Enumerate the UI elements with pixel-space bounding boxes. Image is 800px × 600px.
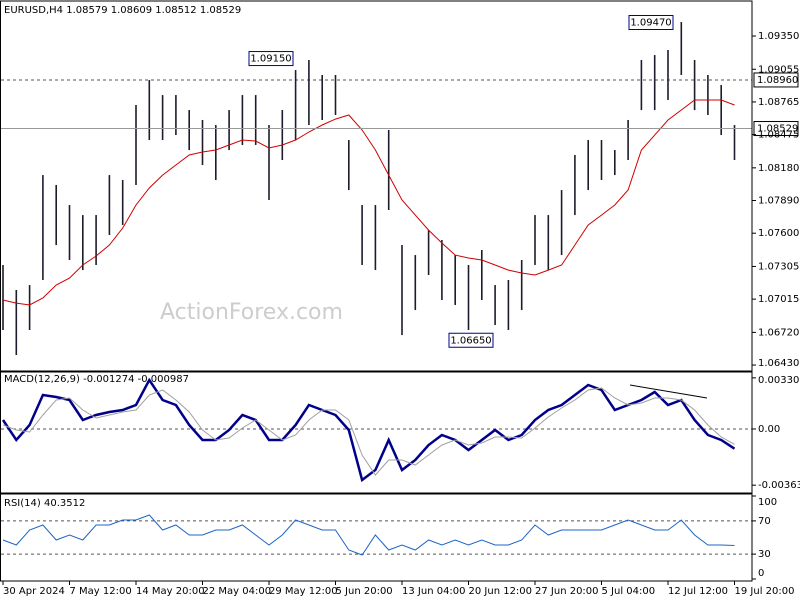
divergence-line <box>629 384 708 399</box>
y-tick-label: 100 <box>758 497 777 508</box>
annotation-label: 1.09150 <box>250 54 291 65</box>
x-tick-label: 20 Jun 12:00 <box>469 586 533 597</box>
x-tick-label: 22 May 04:00 <box>203 586 272 597</box>
low: 1.08512 <box>155 5 196 16</box>
y-tick-label: 1.08180 <box>758 163 799 174</box>
macd-header: MACD(12,26,9) -0.001274 -0.000987 <box>4 374 189 385</box>
annotation-label: 1.09470 <box>630 17 671 28</box>
plot-layer <box>1 22 752 556</box>
close: 1.08529 <box>200 5 241 16</box>
y-tick-label: 30 <box>758 549 771 560</box>
rsi-last: 40.3512 <box>44 498 85 509</box>
panel-frame <box>0 493 753 582</box>
y-tick-label: -0.003635 <box>758 480 800 491</box>
y-tick-label: 1.06430 <box>758 358 799 369</box>
annotation-label: 1.06650 <box>450 335 491 346</box>
level-label-box <box>753 72 799 88</box>
y-tick-label: 1.07015 <box>758 294 799 305</box>
macd-last: -0.001274 <box>83 374 134 385</box>
y-tick-label: 0 <box>758 568 764 579</box>
annotation-box <box>448 332 494 348</box>
y-tick-label: 0.00 <box>758 424 780 435</box>
signal-last: -0.000987 <box>138 374 189 385</box>
x-tick-label: 7 May 12:00 <box>70 586 132 597</box>
current-price-label: 1.08529 <box>757 124 798 135</box>
high: 1.08609 <box>111 5 152 16</box>
y-tick-label: 1.07890 <box>758 196 799 207</box>
x-tick-label: 27 Jun 20:00 <box>535 586 599 597</box>
y-tick-label: 1.07305 <box>758 261 799 272</box>
annotation-box <box>248 51 294 67</box>
overlay-layer: 1.08960 1.08529 1.09150 1.09470 1.06650 <box>248 14 799 348</box>
x-tick-label: 30 Apr 2024 <box>3 586 65 597</box>
x-tick-label: 13 Jun 04:00 <box>402 586 466 597</box>
series-line <box>2 387 735 476</box>
x-tick-label: 29 May 12:00 <box>269 586 338 597</box>
x-tick-label: 12 Jul 12:00 <box>668 586 728 597</box>
x-tick-label: 5 Jul 04:00 <box>602 586 656 597</box>
x-tick-label: 14 May 20:00 <box>136 586 205 597</box>
macd-title: MACD(12,26,9) <box>4 374 80 385</box>
y-tick-label: 0.003308 <box>758 375 800 386</box>
y-tick-label: 1.08765 <box>758 97 799 108</box>
level-label: 1.08960 <box>757 75 798 86</box>
series-line <box>1 377 736 483</box>
y-tick-label: 70 <box>758 516 771 527</box>
y-tick-label: 1.09350 <box>758 31 799 42</box>
annotation-box <box>628 14 674 30</box>
y-tick-label: 1.09055 <box>758 64 799 75</box>
symbol: EURUSD,H4 <box>4 5 63 16</box>
rsi-title: RSI(14) <box>4 498 41 509</box>
panel-frame <box>0 371 753 494</box>
y-tick-label: 1.06720 <box>758 327 799 338</box>
current-price-box <box>753 121 799 137</box>
rsi-header: RSI(14) 40.3512 <box>4 498 85 509</box>
panel-frame <box>0 0 753 372</box>
series-line <box>2 99 735 306</box>
y-tick-label: 1.08475 <box>758 130 799 141</box>
x-tick-label: 19 Jul 20:00 <box>735 586 795 597</box>
open: 1.08579 <box>66 5 107 16</box>
price-header: EURUSD,H4 1.08579 1.08609 1.08512 1.0852… <box>4 5 241 16</box>
watermark: ActionForex.com <box>160 300 343 325</box>
y-tick-label: 1.07600 <box>758 228 799 239</box>
x-tick-label: 5 Jun 20:00 <box>336 586 393 597</box>
series-line <box>2 514 735 556</box>
